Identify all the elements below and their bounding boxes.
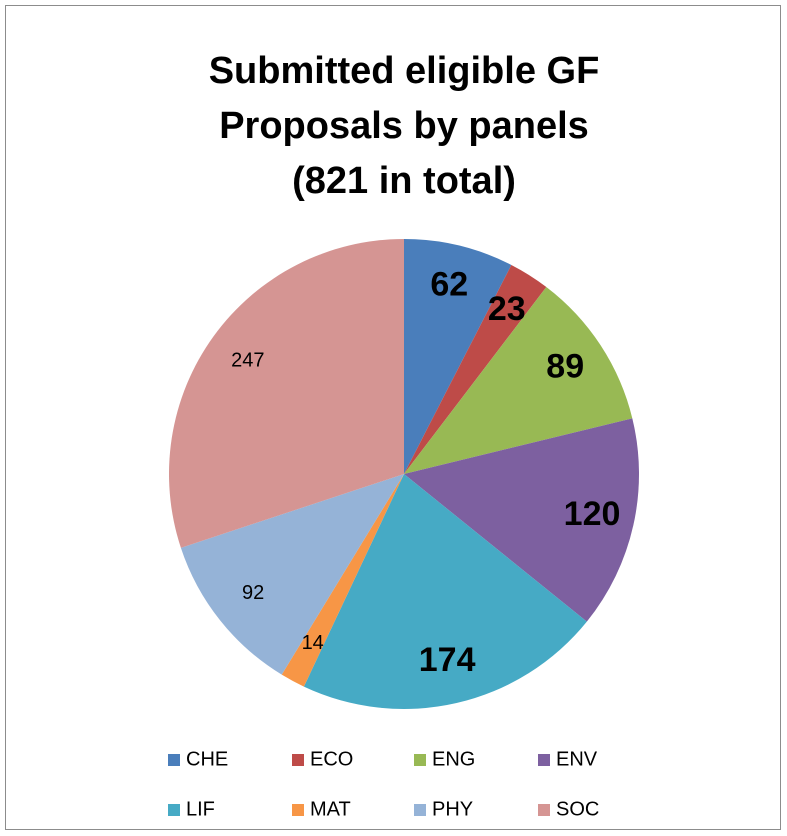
legend-label: ECO <box>310 748 353 770</box>
legend-swatch <box>538 754 550 766</box>
data-label: 14 <box>302 632 324 654</box>
legend-swatch <box>414 804 426 816</box>
legend-label: ENG <box>432 748 475 770</box>
legend-label: LIF <box>186 798 215 820</box>
data-label: 89 <box>546 347 584 385</box>
data-label: 174 <box>419 641 476 679</box>
pie-slice <box>404 264 547 474</box>
legend-swatch <box>292 754 304 766</box>
legend-label: SOC <box>556 798 599 820</box>
data-label: 62 <box>430 266 468 304</box>
pie-slice <box>168 239 404 548</box>
pie-slice <box>281 474 404 687</box>
chart-title: Submitted eligible GF <box>209 50 600 92</box>
data-label: 92 <box>242 582 264 604</box>
pie-slice <box>180 474 404 675</box>
chart-title: (821 in total) <box>292 160 516 202</box>
data-label: 120 <box>564 495 621 533</box>
pie-slice <box>404 418 639 622</box>
legend-label: ENV <box>556 748 598 770</box>
legend-swatch <box>168 804 180 816</box>
pie-slice <box>404 239 512 474</box>
legend-swatch <box>414 754 426 766</box>
legend-label: CHE <box>186 748 228 770</box>
legend-label: MAT <box>310 798 351 820</box>
data-label: 247 <box>231 349 264 371</box>
legend-swatch <box>168 754 180 766</box>
chart-title: Proposals by panels <box>219 105 589 147</box>
pie-slice <box>303 474 587 709</box>
legend-swatch <box>292 804 304 816</box>
legend-swatch <box>538 804 550 816</box>
legend-label: PHY <box>432 798 473 820</box>
pie-slice <box>404 286 633 474</box>
data-label: 23 <box>488 290 526 328</box>
